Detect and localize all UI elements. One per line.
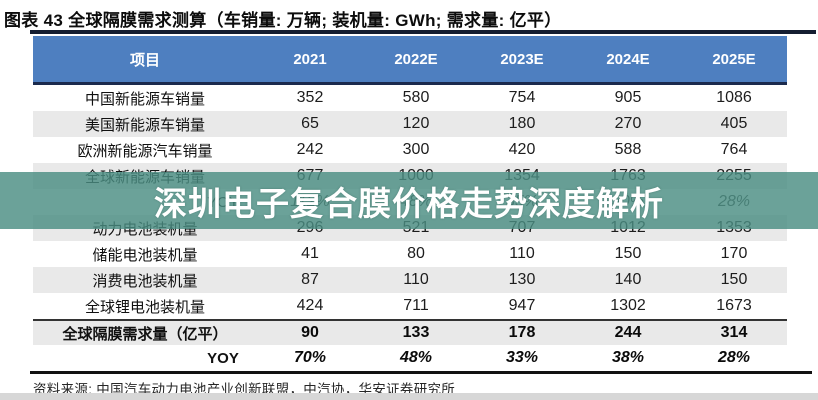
- table-cell: 300: [402, 141, 430, 158]
- table-cell: 80: [407, 245, 425, 262]
- table-cell: 130: [508, 271, 536, 288]
- table-cell: 65: [301, 115, 319, 132]
- table-cell: 424: [296, 297, 324, 314]
- table-cell: 1302: [610, 297, 646, 314]
- table-cell: 90: [301, 324, 319, 341]
- table-cell: 754: [508, 89, 536, 106]
- row-label: 全球锂电池装机量: [84, 298, 205, 316]
- top-rule: [30, 30, 816, 34]
- table-cell: 711: [403, 297, 429, 314]
- page-bottom-strip: [0, 393, 818, 400]
- row-label: 储能电池装机量: [92, 246, 198, 264]
- table-cell: 48%: [399, 349, 433, 366]
- bottom-rule: [30, 371, 812, 374]
- row-label: 中国新能源车销量: [84, 90, 205, 108]
- table-cell: 244: [614, 324, 642, 341]
- watermark-text: 深圳电子复合膜价格走势深度解析: [154, 184, 664, 222]
- table-cell: 314: [720, 324, 748, 341]
- column-header-0: 项目: [129, 51, 160, 69]
- table-cell: 41: [301, 245, 319, 262]
- table-row: 欧洲新能源汽车销量 242 300 420 588 764: [33, 137, 787, 163]
- table-cell: 352: [296, 89, 324, 106]
- row-label: 欧洲新能源汽车销量: [77, 142, 213, 160]
- table-row: 消费电池装机量 87 110 130 140 150: [33, 267, 787, 293]
- column-header-3: 2023E: [500, 50, 544, 68]
- table-cell: 140: [614, 271, 642, 288]
- column-header-2: 2022E: [394, 50, 438, 68]
- table-cell: 110: [509, 245, 535, 262]
- table-cell: 28%: [717, 349, 751, 366]
- table-row: 美国新能源车销量 65 120 180 270 405: [33, 111, 787, 137]
- table-cell: 87: [301, 271, 319, 288]
- row-label: 消费电池装机量: [92, 272, 198, 290]
- table-cell: 120: [402, 115, 430, 132]
- table-row: 全球隔膜需求量（亿平） 90 133 178 244 314: [33, 319, 787, 345]
- table-cell: 588: [614, 141, 642, 158]
- table-cell: 70%: [293, 349, 327, 366]
- table-cell: 38%: [611, 349, 645, 366]
- table-cell: 170: [720, 245, 748, 262]
- table-header-row: 项目 2021 2022E 2023E 2024E 2025E: [33, 36, 787, 85]
- column-header-4: 2024E: [606, 50, 650, 68]
- table-cell: 420: [508, 141, 536, 158]
- row-label: 美国新能源车销量: [84, 116, 205, 134]
- column-header-1: 2021: [293, 50, 327, 68]
- table-row: 储能电池装机量 41 80 110 150 170: [33, 241, 787, 267]
- table-cell: 1086: [716, 89, 752, 106]
- row-label: YOY: [207, 349, 239, 367]
- table-cell: 180: [508, 115, 536, 132]
- table-cell: 110: [403, 271, 429, 288]
- table-cell: 178: [508, 324, 536, 341]
- table-row: YOY 70% 48% 33% 38% 28%: [33, 345, 787, 371]
- table-cell: 150: [720, 271, 748, 288]
- table-cell: 1673: [716, 297, 752, 314]
- table-cell: 133: [402, 324, 430, 341]
- table-row: 中国新能源车销量 352 580 754 905 1086: [33, 85, 787, 111]
- table-cell: 405: [720, 115, 748, 132]
- table-cell: 270: [614, 115, 642, 132]
- table-cell: 580: [402, 89, 430, 106]
- table-cell: 764: [720, 141, 748, 158]
- table-cell: 242: [296, 141, 324, 158]
- table-cell: 150: [614, 245, 642, 262]
- table-row: 全球锂电池装机量 424 711 947 1302 1673: [33, 293, 787, 319]
- watermark-banner: 深圳电子复合膜价格走势深度解析: [0, 172, 818, 229]
- table-cell: 33%: [505, 349, 539, 366]
- table-cell: 947: [508, 297, 536, 314]
- row-label: 全球隔膜需求量（亿平）: [62, 325, 228, 343]
- table-cell: 905: [614, 89, 642, 106]
- column-header-5: 2025E: [712, 50, 756, 68]
- figure-title: 图表 43 全球隔膜需求测算（车销量: 万辆; 装机量: GWh; 需求量: 亿…: [4, 11, 562, 30]
